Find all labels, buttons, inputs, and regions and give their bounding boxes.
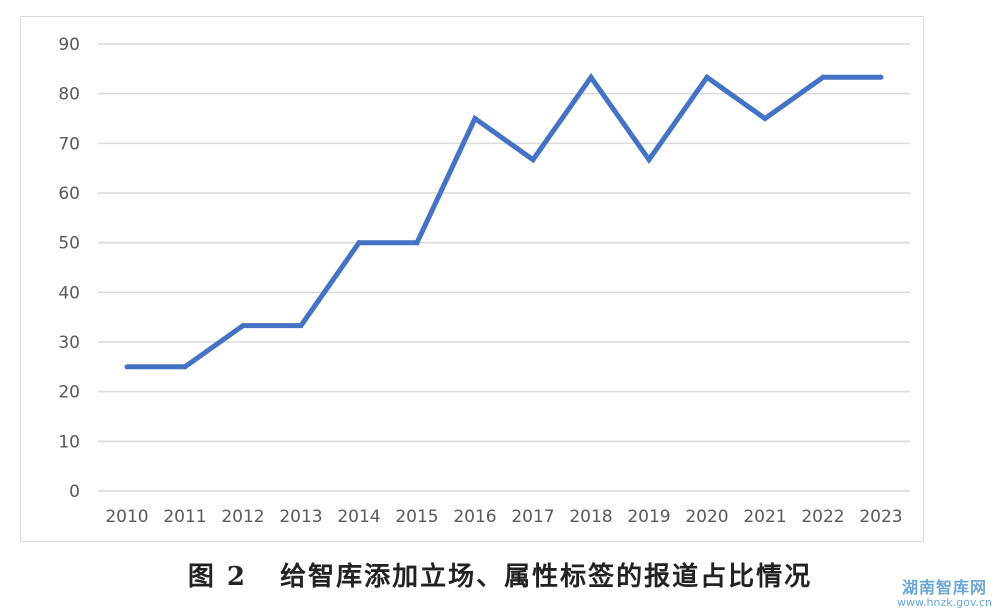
x-tick-label: 2023 bbox=[859, 507, 902, 527]
x-tick-label: 2013 bbox=[279, 507, 322, 527]
x-tick-label: 2018 bbox=[569, 507, 612, 527]
series-line-0 bbox=[127, 72, 881, 370]
gridlines bbox=[98, 43, 910, 492]
y-tick-label: 0 bbox=[69, 482, 80, 502]
data-point bbox=[820, 74, 826, 80]
data-point bbox=[414, 240, 420, 246]
figure-label: 图 2 bbox=[187, 562, 247, 592]
watermark-url: www.hnzk.gov.cn bbox=[897, 595, 992, 609]
watermark-name: 湖南智库网 bbox=[902, 578, 988, 597]
y-tick-label: 70 bbox=[58, 134, 80, 154]
x-tick-label: 2011 bbox=[163, 507, 206, 527]
line-chart: 0 10 20 30 40 50 60 70 80 90 2010 2011 2012 2013 2014… bbox=[58, 35, 910, 527]
x-tick-label: 2019 bbox=[627, 507, 670, 527]
data-point bbox=[472, 116, 478, 121]
x-tick-label: 2010 bbox=[105, 507, 148, 527]
x-tick-label: 2022 bbox=[801, 507, 844, 527]
data-point bbox=[298, 323, 304, 329]
data-point bbox=[878, 74, 884, 80]
y-tick-label: 20 bbox=[58, 383, 80, 403]
series-layer bbox=[124, 72, 884, 370]
y-tick-label: 90 bbox=[58, 35, 80, 55]
x-tick-label: 2020 bbox=[685, 507, 728, 527]
data-point bbox=[356, 240, 362, 246]
figure-title: 给智库添加立场、属性标签的报道占比情况 bbox=[280, 562, 813, 592]
y-tick-label: 10 bbox=[58, 432, 80, 452]
x-tick-label: 2012 bbox=[221, 507, 264, 527]
data-point bbox=[182, 364, 188, 370]
figure-caption: 图 2 给智库添加立场、属性标签的报道占比情况 bbox=[0, 556, 1000, 593]
y-tick-label: 50 bbox=[58, 234, 80, 254]
watermark-logo: 湖南智库网 www.hnzk.gov.cn bbox=[897, 578, 992, 609]
data-point bbox=[588, 74, 594, 80]
x-tick-label: 2015 bbox=[395, 507, 438, 527]
data-point bbox=[240, 323, 246, 329]
data-point bbox=[124, 364, 130, 370]
y-tick-label: 30 bbox=[58, 333, 80, 353]
y-tick-label: 60 bbox=[58, 184, 80, 204]
data-point bbox=[762, 116, 768, 121]
data-point bbox=[530, 157, 536, 163]
y-tick-labels: 0 10 20 30 40 50 60 70 80 90 bbox=[58, 35, 80, 502]
data-point bbox=[646, 157, 652, 163]
x-tick-label: 2014 bbox=[337, 507, 380, 527]
y-tick-label: 80 bbox=[58, 85, 80, 105]
x-tick-label: 2021 bbox=[743, 507, 786, 527]
chart-frame bbox=[20, 16, 924, 542]
x-tick-label: 2016 bbox=[453, 507, 496, 527]
data-point bbox=[704, 74, 710, 80]
x-tick-label: 2017 bbox=[511, 507, 554, 527]
x-tick-labels: 2010 2011 2012 2013 2014 2015 2016 2017 2018 2019… bbox=[105, 507, 902, 527]
y-tick-label: 40 bbox=[58, 283, 80, 303]
